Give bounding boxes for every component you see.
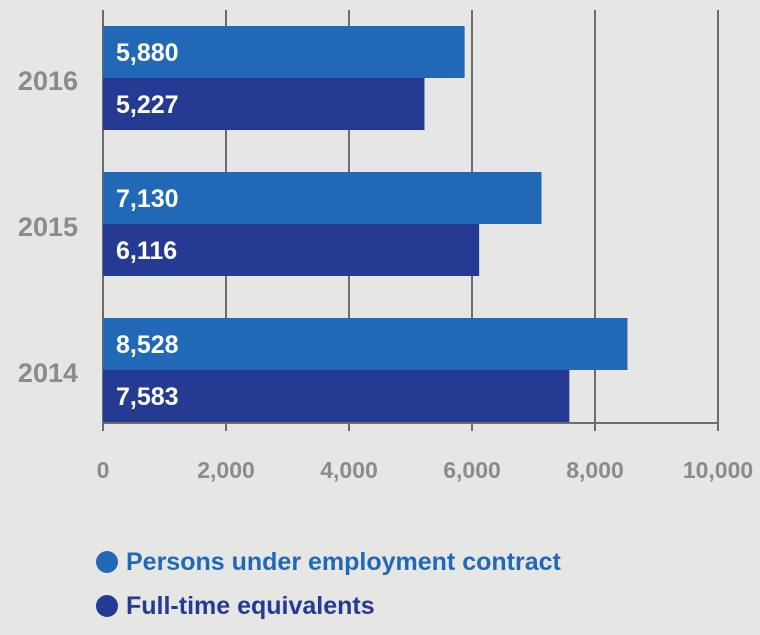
x-tick-label: 2,000	[197, 457, 255, 483]
bar	[103, 224, 480, 276]
bar-value-label: 7,130	[116, 185, 179, 213]
x-tick-label: 0	[97, 457, 110, 483]
legend-item-full-time-equivalents: Full-time equivalents	[96, 591, 561, 621]
x-tick-label: 4,000	[320, 457, 378, 483]
bar	[103, 78, 425, 130]
bar-value-label: 5,227	[116, 91, 179, 119]
bar-value-label: 8,528	[116, 331, 179, 359]
bars: 5,880 5,227 7,130 6,116 8,528 7,583	[103, 26, 628, 422]
legend-marker	[96, 595, 118, 617]
x-tick-label: 8,000	[566, 457, 624, 483]
legend-label: Persons under employment contract	[126, 547, 561, 576]
y-axis-categories: 2016 2015 2014	[18, 66, 78, 388]
bar	[103, 370, 570, 422]
legend-item-employment-contract: Persons under employment contract	[96, 547, 561, 577]
bar	[103, 318, 628, 370]
bar-value-label: 5,880	[116, 39, 179, 67]
x-axis-ticks: 0 2,000 4,000 6,000 8,000 10,000	[97, 457, 754, 483]
bar	[103, 26, 465, 78]
x-tick-label: 6,000	[443, 457, 501, 483]
legend-label: Full-time equivalents	[126, 591, 375, 620]
bar-value-label: 7,583	[116, 383, 179, 411]
x-tick-label: 10,000	[683, 457, 753, 483]
y-category-label: 2015	[18, 212, 78, 242]
bar	[103, 172, 542, 224]
y-category-label: 2016	[18, 66, 78, 96]
legend-marker	[96, 551, 118, 573]
y-category-label: 2014	[18, 358, 78, 388]
legend: Persons under employment contract Full-t…	[96, 547, 561, 635]
bar-value-label: 6,116	[116, 237, 177, 265]
